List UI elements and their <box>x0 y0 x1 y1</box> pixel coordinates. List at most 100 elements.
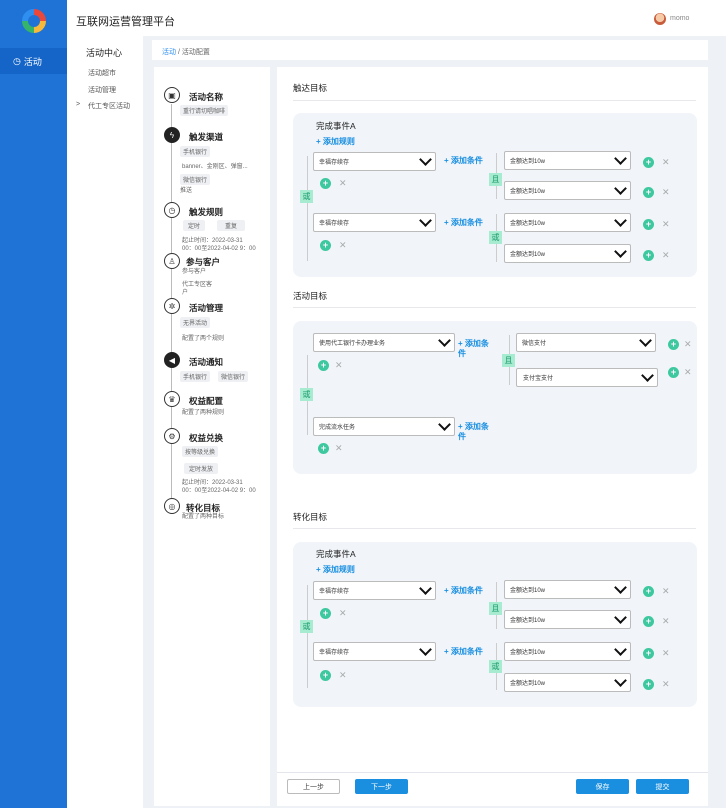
chevron-down-icon <box>438 334 451 347</box>
select-value: 金额达到10w <box>510 588 546 594</box>
event-select[interactable]: 完成流水任务 <box>313 417 455 436</box>
close-icon[interactable]: ✕ <box>335 443 343 453</box>
add-icon[interactable]: + <box>643 616 654 627</box>
save-button[interactable]: 保存 <box>576 779 629 794</box>
username[interactable]: momo <box>670 15 690 22</box>
add-condition-button[interactable]: + 添加条件 <box>444 647 483 656</box>
select-value: 金额达到10w <box>510 189 546 195</box>
add-icon[interactable]: + <box>320 240 331 251</box>
chevron-down-icon <box>614 214 627 227</box>
close-icon[interactable]: ✕ <box>662 250 670 260</box>
event-select[interactable]: 幸福存续存 <box>313 642 436 661</box>
event-select[interactable]: 使用代工银行卡办理业务 <box>313 333 455 352</box>
add-icon[interactable]: + <box>643 187 654 198</box>
divider <box>293 100 696 101</box>
event-select[interactable]: 幸福存续存 <box>313 152 436 171</box>
add-icon[interactable]: + <box>320 178 331 189</box>
add-icon[interactable]: + <box>668 339 679 350</box>
add-icon[interactable]: + <box>320 608 331 619</box>
condition-select[interactable]: 金额达到10w <box>504 213 631 232</box>
add-icon[interactable]: + <box>643 250 654 261</box>
select-value: 幸福存续存 <box>319 221 350 227</box>
condition-select[interactable]: 金额达到10w <box>504 673 631 692</box>
add-condition-button[interactable]: + 添加条件 <box>444 586 483 595</box>
event-select[interactable]: 幸福存续存 <box>313 581 436 600</box>
submit-button[interactable]: 提交 <box>636 779 689 794</box>
add-condition-button[interactable]: + 添加条件 <box>444 156 483 165</box>
next-button[interactable]: 下一步 <box>355 779 408 794</box>
close-icon[interactable]: ✕ <box>339 240 347 250</box>
condition-select[interactable]: 支付宝支付 <box>516 368 658 387</box>
close-icon[interactable]: ✕ <box>662 586 670 596</box>
avatar[interactable] <box>654 13 666 25</box>
close-icon[interactable]: ✕ <box>662 679 670 689</box>
select-value: 微信支付 <box>522 341 547 347</box>
close-icon[interactable]: ✕ <box>662 187 670 197</box>
close-icon[interactable]: ✕ <box>662 648 670 658</box>
add-condition-button[interactable]: + 添加条件 <box>458 422 489 442</box>
add-icon[interactable]: + <box>643 648 654 659</box>
add-icon[interactable]: + <box>318 443 329 454</box>
close-icon[interactable]: ✕ <box>684 339 692 349</box>
close-icon[interactable]: ✕ <box>662 219 670 229</box>
step-title-convert[interactable]: 转化目标 <box>186 503 221 513</box>
step-tag: 定时发放 <box>184 463 219 474</box>
settings-icon: ✲ <box>164 298 180 314</box>
close-icon[interactable]: ✕ <box>684 367 692 377</box>
condition-select[interactable]: 金额达到10w <box>504 580 631 599</box>
or-badge: 或 <box>489 660 502 673</box>
add-rule-button[interactable]: + 添加规则 <box>316 565 355 574</box>
condition-select[interactable]: 金额达到10w <box>504 642 631 661</box>
add-icon[interactable]: + <box>643 219 654 230</box>
condition-select[interactable]: 金额达到10w <box>504 244 631 263</box>
bolt-icon: ϟ <box>164 127 180 143</box>
step-note: 参与客户 <box>182 269 207 275</box>
close-icon[interactable]: ✕ <box>339 608 347 618</box>
step-title-manage[interactable]: 活动管理 <box>189 303 224 313</box>
step-title-channel[interactable]: 触发渠道 <box>189 132 224 142</box>
footer-divider <box>277 772 708 773</box>
close-icon[interactable]: ✕ <box>335 360 343 370</box>
add-condition-button[interactable]: + 添加条件 <box>444 218 483 227</box>
condition-select[interactable]: 金额达到10w <box>504 151 631 170</box>
subnav-item-manage[interactable]: 活动管理 <box>88 87 116 94</box>
add-icon[interactable]: + <box>668 367 679 378</box>
step-tag: 手机银行 <box>180 371 211 382</box>
step-title-name[interactable]: 活动名称 <box>189 92 224 102</box>
step-title-rule[interactable]: 触发规则 <box>189 207 224 217</box>
add-icon[interactable]: + <box>643 586 654 597</box>
add-icon[interactable]: + <box>643 679 654 690</box>
step-tag: 微信银行 <box>180 174 211 185</box>
chevron-down-icon <box>419 643 432 656</box>
condition-select[interactable]: 微信支付 <box>516 333 656 352</box>
nav-item-activity[interactable]: ◷ 活动 <box>0 48 67 74</box>
close-icon[interactable]: ✕ <box>339 670 347 680</box>
condition-select[interactable]: 金额达到10w <box>504 610 631 629</box>
step-title-customer[interactable]: 参与客户 <box>186 257 221 267</box>
condition-select[interactable]: 金额达到10w <box>504 181 631 200</box>
add-icon[interactable]: + <box>643 157 654 168</box>
step-tag: 手机银行 <box>180 146 211 157</box>
add-condition-button[interactable]: + 添加条件 <box>458 339 489 359</box>
step-note: 配置了两种规则 <box>182 410 225 416</box>
close-icon[interactable]: ✕ <box>662 157 670 167</box>
add-icon[interactable]: + <box>320 670 331 681</box>
step-title-exchange[interactable]: 权益兑换 <box>189 433 224 443</box>
step-title-notify[interactable]: 活动通知 <box>189 357 224 367</box>
step-title-benefit[interactable]: 权益配置 <box>189 396 224 406</box>
close-icon[interactable]: ✕ <box>339 178 347 188</box>
section-title-activity: 活动目标 <box>293 291 328 301</box>
step-note: 配置了两个规则 <box>182 336 225 342</box>
add-icon[interactable]: + <box>318 360 329 371</box>
event-select[interactable]: 幸福存续存 <box>313 213 436 232</box>
subnav-item-market[interactable]: 活动超市 <box>88 70 116 77</box>
or-badge: 或 <box>300 388 313 401</box>
close-icon[interactable]: ✕ <box>662 616 670 626</box>
add-condition-label-cont: 件 <box>458 349 466 358</box>
select-value: 完成流水任务 <box>319 425 356 431</box>
add-rule-button[interactable]: + 添加规则 <box>316 137 355 146</box>
breadcrumb-root[interactable]: 活动 <box>162 49 176 56</box>
subnav-item-oem[interactable]: 代工专区活动 <box>88 103 130 110</box>
prev-button[interactable]: 上一步 <box>287 779 340 794</box>
chevron-right-icon[interactable]: > <box>76 101 81 108</box>
